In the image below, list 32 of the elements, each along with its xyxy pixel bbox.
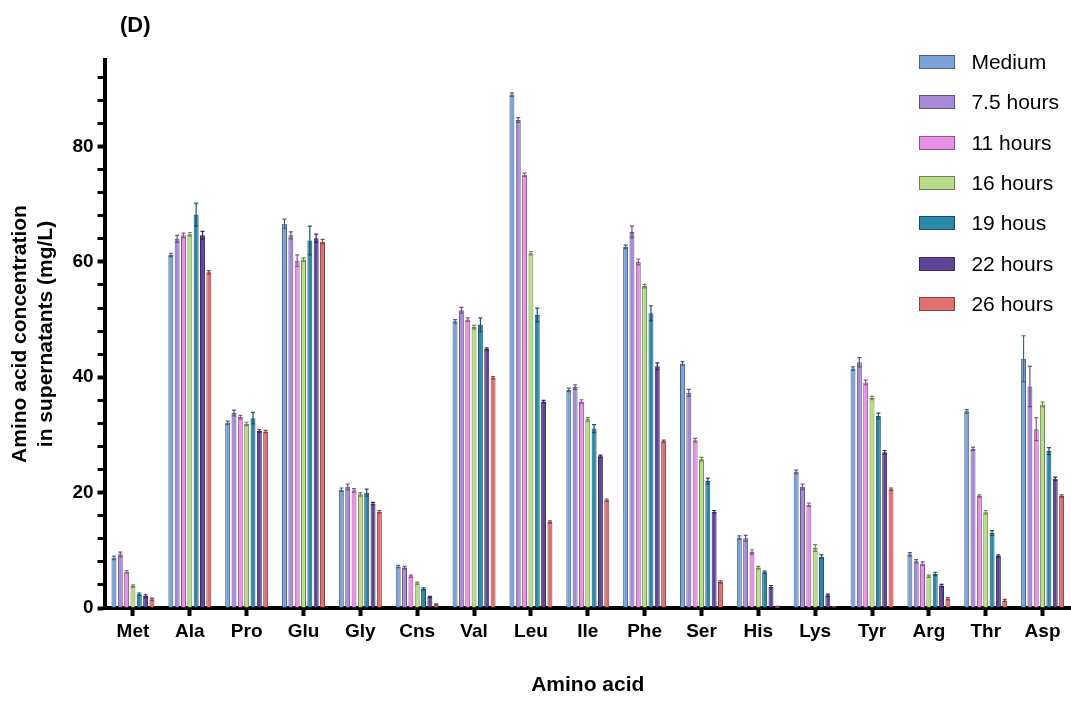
legend-label: 16 hours xyxy=(971,171,1054,196)
legend-label: 19 hous xyxy=(971,211,1047,236)
x-tick-label: Thr xyxy=(970,619,1002,641)
legend-label: 11 hours xyxy=(971,130,1052,155)
x-tick-label: Arg xyxy=(912,619,946,641)
x-tick-label: Met xyxy=(116,619,150,641)
y-tick-label: 60 xyxy=(72,250,94,272)
x-tick-label: Glu xyxy=(287,619,320,641)
legend-label: Medium xyxy=(971,50,1047,75)
chart-title: (D) xyxy=(120,12,151,38)
x-tick-label: Ala xyxy=(175,619,206,641)
x-tick-label: His xyxy=(743,619,774,641)
legend-label: 22 hours xyxy=(971,251,1054,276)
y-tick-label: 80 xyxy=(72,134,94,156)
x-tick-label: Cns xyxy=(399,619,436,641)
x-tick-label: Phe xyxy=(627,619,663,641)
y-tick-label: 40 xyxy=(72,365,94,387)
y-axis-title: Amino acid concentration in supernatants (mg/L) xyxy=(7,205,56,463)
x-tick-label: Pro xyxy=(230,619,263,641)
x-tick-label: Lys xyxy=(799,619,832,641)
x-tick-label: Asp xyxy=(1024,619,1061,641)
x-tick-label: Ile xyxy=(577,619,599,641)
y-tick-label: 0 xyxy=(82,596,94,618)
x-tick-label: Gly xyxy=(345,619,377,641)
x-tick-label: Val xyxy=(460,619,488,641)
x-tick-label: Ser xyxy=(686,619,718,641)
legend-label: 26 hours xyxy=(971,291,1054,316)
x-tick-label: Tyr xyxy=(857,619,887,641)
x-axis-title: Amino acid xyxy=(531,672,645,696)
y-tick-label: 20 xyxy=(72,480,94,502)
legend-label: 7.5 hours xyxy=(971,90,1059,115)
x-tick-label: Leu xyxy=(514,619,548,641)
